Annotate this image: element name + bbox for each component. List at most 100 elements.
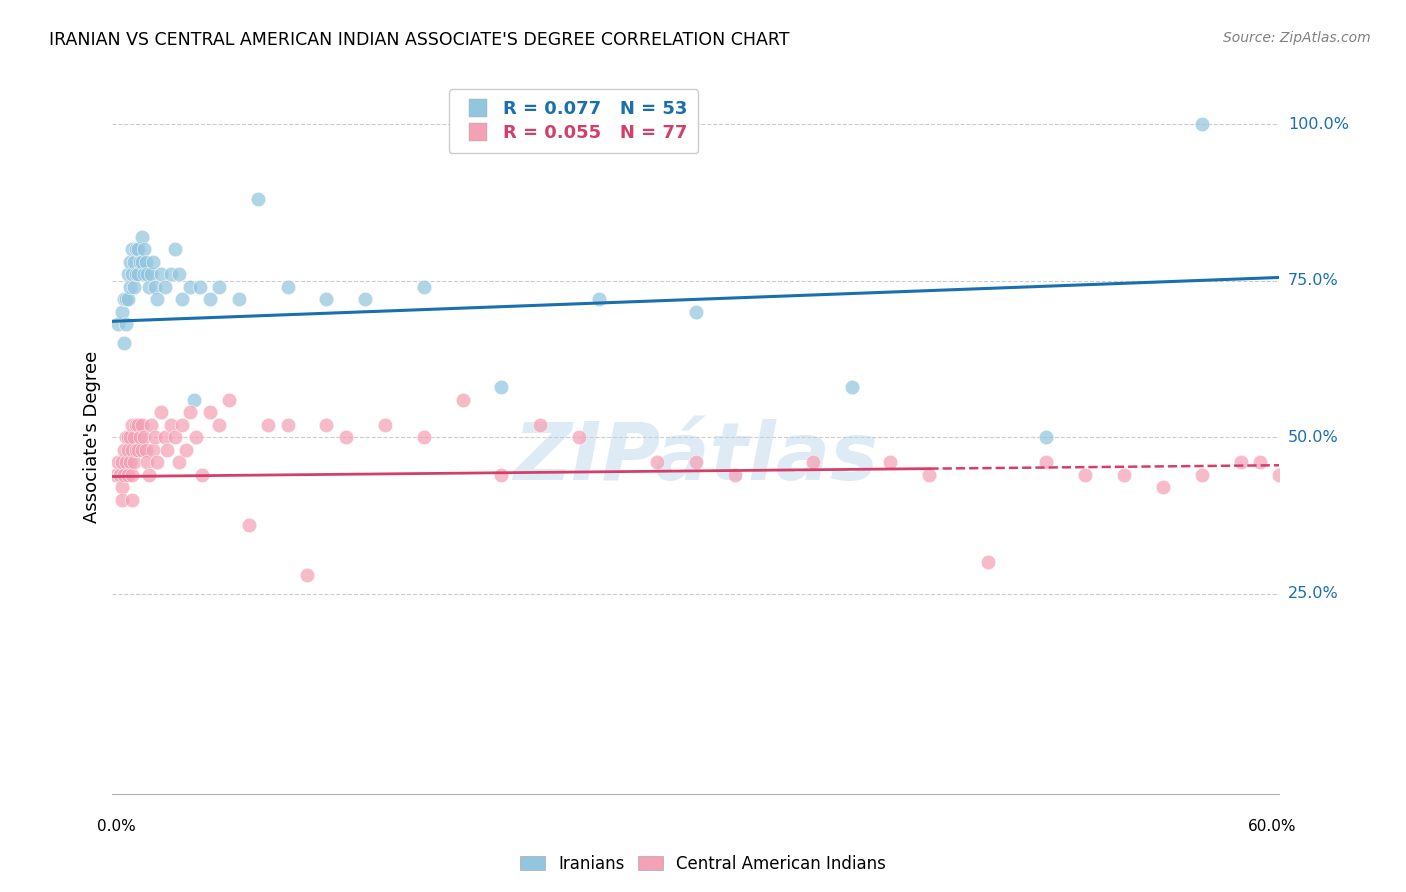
Point <box>125 268 148 282</box>
Point <box>121 242 143 256</box>
Point <box>146 293 169 307</box>
Point <box>146 455 169 469</box>
Point <box>125 442 148 457</box>
Point <box>115 318 138 332</box>
Point <box>208 280 231 294</box>
Point <box>138 467 160 482</box>
Point <box>160 417 183 432</box>
Point <box>188 280 211 294</box>
Point <box>142 255 165 269</box>
Point <box>179 280 201 294</box>
Point <box>122 280 145 294</box>
Point <box>127 242 149 256</box>
Point <box>131 442 153 457</box>
Point <box>127 268 149 282</box>
Point <box>315 417 337 432</box>
Point <box>976 555 998 569</box>
Point <box>529 417 551 432</box>
Point <box>724 467 747 482</box>
Point <box>1249 455 1271 469</box>
Point <box>136 455 159 469</box>
Point <box>125 242 148 256</box>
Point <box>276 417 298 432</box>
Point <box>142 442 165 457</box>
Point <box>107 455 129 469</box>
Point <box>172 417 194 432</box>
Point <box>208 417 231 432</box>
Point <box>115 293 138 307</box>
Point <box>685 455 707 469</box>
Point <box>122 430 145 444</box>
Point <box>276 280 298 294</box>
Point <box>121 268 143 282</box>
Point <box>112 442 135 457</box>
Point <box>153 430 176 444</box>
Point <box>132 242 155 256</box>
Point <box>110 467 132 482</box>
Point <box>1268 467 1291 482</box>
Point <box>1191 467 1213 482</box>
Point <box>198 293 221 307</box>
Point <box>153 280 176 294</box>
Point <box>112 336 135 351</box>
Point <box>128 255 150 269</box>
Point <box>176 442 198 457</box>
Point <box>118 255 141 269</box>
Point <box>879 455 901 469</box>
Text: Source: ZipAtlas.com: Source: ZipAtlas.com <box>1223 31 1371 45</box>
Point <box>143 280 166 294</box>
Point <box>1035 430 1057 444</box>
Point <box>121 467 143 482</box>
Point <box>645 455 668 469</box>
Point <box>105 467 128 482</box>
Point <box>156 442 179 457</box>
Point <box>179 405 201 419</box>
Text: 75.0%: 75.0% <box>1288 273 1339 288</box>
Point <box>228 293 250 307</box>
Point <box>172 293 194 307</box>
Point <box>111 455 134 469</box>
Point <box>374 417 396 432</box>
Legend: R = 0.077   N = 53, R = 0.055   N = 77: R = 0.077 N = 53, R = 0.055 N = 77 <box>449 89 699 153</box>
Point <box>118 455 141 469</box>
Point <box>1074 467 1097 482</box>
Point <box>238 517 260 532</box>
Point <box>117 268 139 282</box>
Point <box>138 280 160 294</box>
Point <box>115 430 138 444</box>
Point <box>588 293 610 307</box>
Point <box>127 442 149 457</box>
Point <box>160 268 183 282</box>
Point <box>451 392 474 407</box>
Point <box>115 455 138 469</box>
Point <box>247 192 270 206</box>
Point <box>132 268 155 282</box>
Point <box>335 430 357 444</box>
Text: 60.0%: 60.0% <box>1249 820 1296 834</box>
Point <box>183 392 205 407</box>
Point <box>412 430 434 444</box>
Point <box>491 467 513 482</box>
Point <box>128 430 150 444</box>
Point <box>315 293 337 307</box>
Point <box>112 293 135 307</box>
Point <box>135 255 157 269</box>
Point <box>801 455 824 469</box>
Point <box>491 380 513 394</box>
Point <box>141 417 163 432</box>
Point <box>1035 455 1057 469</box>
Text: 50.0%: 50.0% <box>1288 430 1339 444</box>
Point <box>121 492 143 507</box>
Point <box>131 417 153 432</box>
Point <box>131 255 153 269</box>
Point <box>184 430 207 444</box>
Point <box>127 417 149 432</box>
Text: 25.0%: 25.0% <box>1288 586 1339 601</box>
Text: ZIPátlas: ZIPátlas <box>513 419 879 498</box>
Point <box>1229 455 1251 469</box>
Point <box>136 268 159 282</box>
Point <box>150 405 173 419</box>
Text: 100.0%: 100.0% <box>1288 117 1348 132</box>
Point <box>685 305 707 319</box>
Point <box>1191 117 1213 131</box>
